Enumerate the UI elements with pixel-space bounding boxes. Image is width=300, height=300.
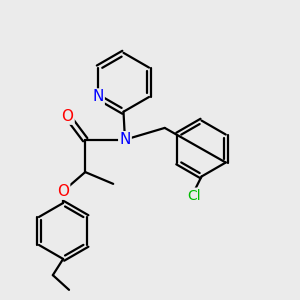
Text: N: N bbox=[92, 89, 104, 104]
Text: O: O bbox=[61, 109, 74, 124]
Text: N: N bbox=[119, 132, 131, 147]
Text: Cl: Cl bbox=[188, 189, 201, 202]
Text: O: O bbox=[57, 184, 69, 199]
